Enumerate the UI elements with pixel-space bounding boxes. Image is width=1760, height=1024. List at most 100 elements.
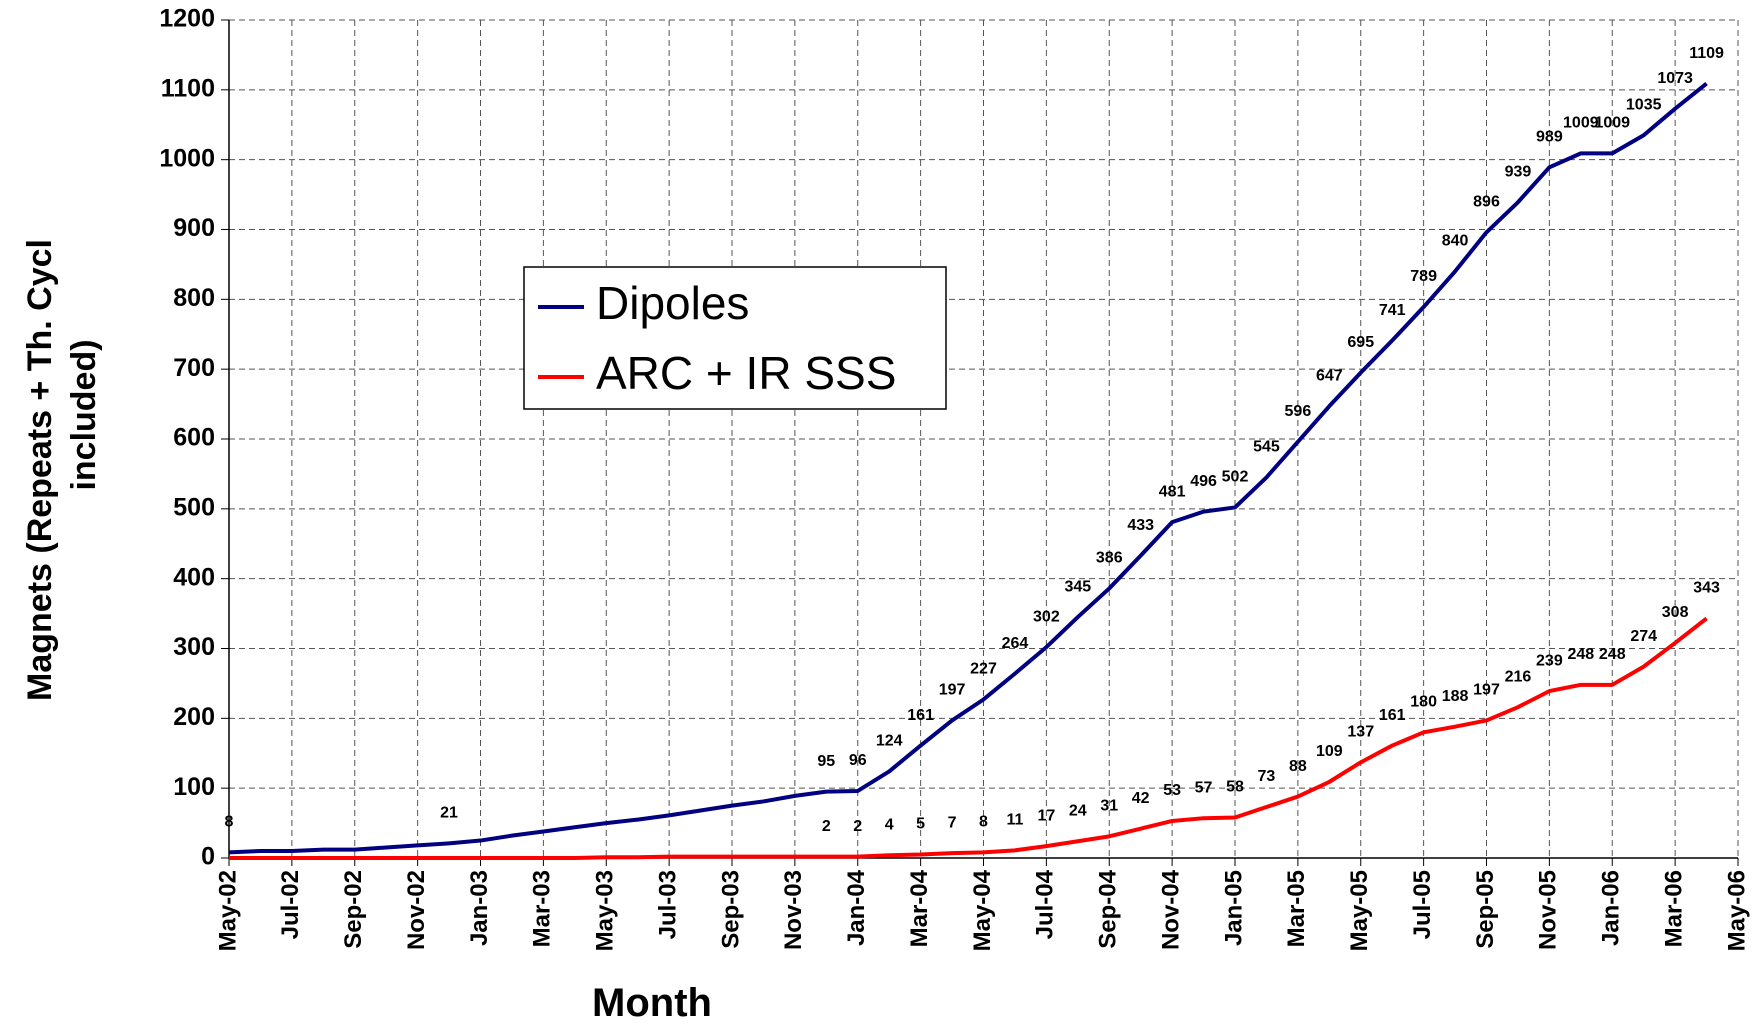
data-label: 11 <box>1006 812 1023 829</box>
y-tick-label: 1100 <box>161 74 215 102</box>
data-label: 695 <box>1347 334 1374 351</box>
y-tick-label: 400 <box>173 563 215 591</box>
legend-label: ARC + IR SSS <box>596 347 896 399</box>
data-label: 216 <box>1505 668 1532 685</box>
y-axis-title-line: Magnets (Repeats + Th. Cycl <box>21 239 59 701</box>
x-tick-label: Jan-04 <box>843 869 870 946</box>
data-label: 386 <box>1096 550 1123 567</box>
x-tick-label: May-04 <box>969 869 996 951</box>
data-label: 24 <box>1069 802 1087 819</box>
x-tick-label: Jan-06 <box>1598 870 1625 946</box>
data-label: 789 <box>1410 268 1437 285</box>
data-label: 161 <box>907 707 934 724</box>
x-tick-label: Jan-05 <box>1220 870 1247 946</box>
x-tick-label: May-02 <box>214 870 241 951</box>
data-label: 5 <box>916 816 925 833</box>
data-label: 58 <box>1226 779 1244 796</box>
data-label: 109 <box>1316 743 1343 760</box>
data-label: 2 <box>853 818 862 835</box>
y-tick-label: 100 <box>173 773 215 801</box>
x-tick-label: Mar-05 <box>1283 870 1310 947</box>
legend-box <box>523 266 947 410</box>
data-label: 1073 <box>1657 70 1693 87</box>
data-label: 248 <box>1599 646 1626 663</box>
x-tick-label: Mar-03 <box>529 870 556 947</box>
data-label: 53 <box>1163 782 1181 799</box>
series-line <box>229 616 1708 860</box>
data-label: 21 <box>440 805 458 822</box>
data-label: 4 <box>885 816 894 833</box>
y-tick-label: 300 <box>173 633 215 661</box>
data-label: 57 <box>1195 779 1213 796</box>
x-tick-label: Jul-02 <box>277 870 304 939</box>
y-tick-label: 800 <box>173 284 215 312</box>
data-label: 1009 <box>1594 115 1630 132</box>
data-label: 31 <box>1100 798 1118 815</box>
x-tick-label: Mar-06 <box>1660 870 1687 947</box>
data-label: 302 <box>1033 608 1060 625</box>
data-label: 239 <box>1536 652 1563 669</box>
data-label: 73 <box>1258 768 1276 785</box>
data-label: 741 <box>1379 302 1406 319</box>
data-label: 939 <box>1505 163 1532 180</box>
x-tick-label: Jan-03 <box>466 870 493 946</box>
legend-label: Dipoles <box>596 277 749 329</box>
data-label: 1035 <box>1626 96 1662 113</box>
data-label: 433 <box>1127 517 1154 534</box>
y-tick-label: 0 <box>201 843 215 871</box>
data-label: 264 <box>1002 635 1029 652</box>
data-label: 596 <box>1285 403 1312 420</box>
y-tick-label: 700 <box>173 354 215 382</box>
x-tick-label: Nov-05 <box>1535 870 1562 950</box>
data-label: 345 <box>1064 578 1091 595</box>
x-tick-label: Jul-03 <box>654 870 681 939</box>
data-label: 502 <box>1222 469 1249 486</box>
y-axis-title: Magnets (Repeats + Th. Cycl included) <box>21 239 103 701</box>
data-label: 343 <box>1693 580 1720 597</box>
x-axis-title: Month <box>592 981 712 1024</box>
data-label: 180 <box>1410 694 1437 711</box>
data-label: 2 <box>822 818 831 835</box>
x-tick-label: Nov-02 <box>403 870 430 950</box>
x-tick-label: Nov-04 <box>1157 869 1184 950</box>
x-tick-label: Nov-03 <box>780 870 807 950</box>
x-tick-label: Jul-04 <box>1032 869 1059 939</box>
x-tick-label: Sep-02 <box>340 870 367 949</box>
data-label: 7 <box>948 814 957 831</box>
data-label: 88 <box>1289 758 1307 775</box>
data-label: 124 <box>876 733 903 750</box>
y-tick-label: 900 <box>173 214 215 242</box>
data-label: 545 <box>1253 439 1280 456</box>
data-label: 1109 <box>1689 45 1724 62</box>
x-tick-label: May-05 <box>1346 870 1373 951</box>
data-label: 989 <box>1536 129 1563 146</box>
data-label: 197 <box>939 682 966 699</box>
data-label: 1009 <box>1563 115 1599 132</box>
series-line <box>228 81 1708 855</box>
data-label: 42 <box>1132 790 1150 807</box>
x-tick-label: May-06 <box>1723 870 1750 951</box>
data-label: 8 <box>979 814 988 831</box>
data-label: 481 <box>1159 483 1186 500</box>
data-label: 496 <box>1190 473 1217 490</box>
data-label: 96 <box>849 752 867 769</box>
x-tick-label: Sep-03 <box>717 870 744 949</box>
data-label: 188 <box>1442 688 1469 705</box>
data-label: 161 <box>1379 707 1406 724</box>
data-label: 308 <box>1662 604 1689 621</box>
data-label: 137 <box>1347 724 1374 741</box>
x-tick-label: Jul-05 <box>1409 870 1436 939</box>
data-label: 896 <box>1473 194 1500 211</box>
x-tick-label: Mar-04 <box>906 869 933 947</box>
x-tick-label: May-03 <box>592 870 619 951</box>
x-tick-label: Sep-05 <box>1472 870 1499 949</box>
y-tick-label: 500 <box>173 493 215 521</box>
data-label: 248 <box>1567 646 1594 663</box>
data-label: 274 <box>1630 628 1657 645</box>
data-label: 95 <box>817 753 835 770</box>
y-tick-label: 600 <box>173 424 215 452</box>
data-label: 197 <box>1473 682 1500 699</box>
data-label: 647 <box>1316 367 1343 384</box>
y-tick-label: 200 <box>173 703 215 731</box>
